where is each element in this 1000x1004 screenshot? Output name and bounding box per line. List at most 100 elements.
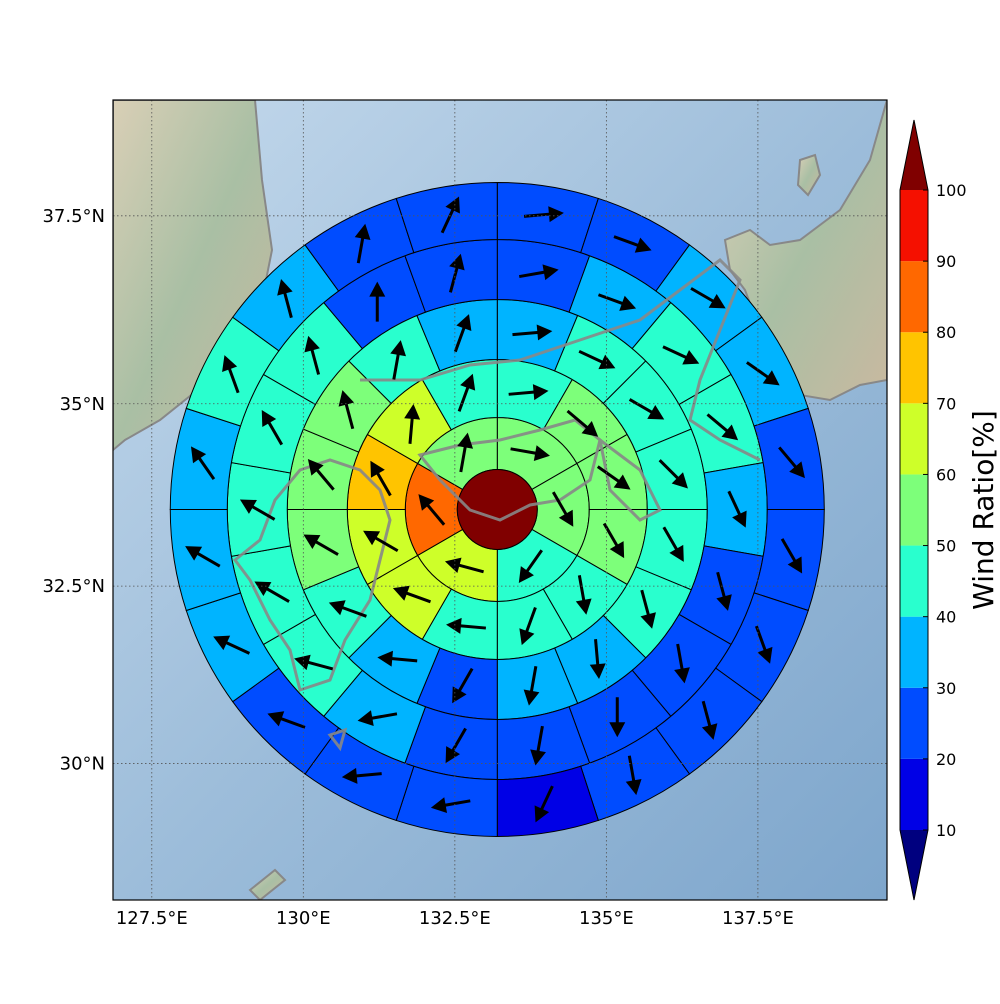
wind-arrow (307, 459, 335, 491)
colorbar-box (900, 687, 928, 759)
wind-arrow (338, 390, 355, 430)
wind-arrow (370, 460, 392, 497)
colorbar-tick-label: 10 (936, 821, 956, 840)
x-tick-label: 137.5°E (722, 908, 794, 929)
wind-arrow (778, 446, 805, 479)
wind-arrow (690, 287, 726, 309)
wind-arrow (519, 607, 537, 646)
colorbar-tick-label: 50 (936, 537, 956, 556)
map-frame (112, 99, 888, 901)
x-tick-label: 135°E (579, 908, 634, 929)
y-tick-label: 37.5°N (42, 206, 105, 227)
wind-arrow (254, 581, 290, 603)
wind-arrow (430, 797, 471, 814)
wind-arrow (523, 206, 564, 223)
grid-cells (169, 181, 825, 837)
colorbar-tick-label: 30 (936, 679, 956, 698)
colorbar-over (900, 120, 928, 190)
wind-arrow (658, 459, 688, 489)
center-cell (456, 468, 538, 550)
wind-arrow (303, 534, 339, 556)
wind-arrow (277, 279, 293, 319)
wind-arrow (452, 667, 474, 704)
colorbar-box (900, 190, 928, 262)
wind-arrow (418, 494, 446, 526)
wind-arrow (596, 465, 631, 490)
wind-arrow (518, 264, 559, 281)
colorbar-tick-label: 80 (936, 323, 956, 342)
wind-arrow (369, 281, 386, 322)
y-tick-label: 30°N (60, 753, 105, 774)
colorbar-tick-label: 100 (936, 181, 967, 200)
colorbar-box (900, 403, 928, 475)
graticule (113, 100, 887, 900)
colorbar-tick-label: 70 (936, 394, 956, 413)
wind-arrow (706, 413, 739, 441)
wind-arrow (716, 571, 732, 611)
wind-arrow (534, 785, 554, 823)
wind-arrow (589, 639, 606, 680)
wind-arrow (404, 403, 421, 444)
wind-arrow (213, 635, 251, 655)
wind-arrow (510, 445, 550, 462)
wind-arrow (530, 725, 546, 766)
x-tick-label: 132.5°E (419, 908, 491, 929)
wind-arrow (190, 446, 216, 480)
colorbar-tick-label: 60 (936, 465, 956, 484)
wind-arrow (508, 384, 549, 401)
colorbar-label: Wind Ratio[%] (967, 410, 1000, 610)
wind-arrow (445, 727, 467, 764)
wind-arrow (662, 526, 684, 562)
wind-arrow (239, 499, 276, 521)
wind-arrow (662, 345, 700, 365)
wind-arrow (267, 711, 306, 729)
wind-arrow (457, 432, 474, 473)
colorbar-under (900, 830, 928, 900)
colorbar-tick-label: 90 (936, 252, 956, 271)
y-tick-label: 32.5°N (42, 576, 105, 597)
wind-arrow (328, 600, 367, 618)
colorbar-box (900, 474, 928, 546)
wind-arrow (453, 314, 472, 353)
wind-arrow (551, 491, 574, 527)
wind-arrow (357, 710, 398, 727)
wind-arrow (625, 755, 642, 796)
wind-arrow (457, 373, 476, 412)
wind-arrow (341, 767, 382, 784)
wind-arrow (448, 253, 465, 293)
wind-arrow (446, 617, 487, 634)
colorbar-box (900, 332, 928, 404)
wind-arrow (745, 361, 780, 386)
wind-arrow (754, 625, 773, 664)
wind-arrow (602, 522, 625, 559)
wind-arrow (613, 235, 652, 253)
axis-ticks: 127.5°E 130°E 132.5°E 135°E 137.5°E 30°N 32.5°… (42, 206, 793, 929)
wind-arrow (185, 546, 221, 568)
wind-arrows (185, 196, 805, 823)
wind-arrow (377, 650, 418, 667)
wind-arrow (440, 196, 460, 234)
colorbar: 10 20 30 40 50 60 70 80 90 100 (899, 119, 967, 901)
wind-arrow (780, 538, 803, 574)
x-tick-label: 130°E (276, 908, 331, 929)
wind-arrow (294, 654, 334, 671)
grid-cell (395, 181, 498, 254)
wind-arrow (566, 409, 599, 437)
wind-arrow (701, 700, 718, 740)
colorbar-tick-label: 20 (936, 750, 956, 769)
x-tick-label: 127.5°E (116, 908, 188, 929)
wind-arrow (390, 340, 407, 380)
colorbar-box (900, 261, 928, 333)
colorbar-box (900, 758, 928, 830)
colorbar-tick-label: 40 (936, 608, 956, 627)
wind-arrow (609, 697, 626, 738)
colorbar-box (900, 545, 928, 617)
wind-arrow (512, 324, 553, 341)
wind-arrow (222, 355, 240, 394)
wind-arrow (518, 549, 543, 583)
wind-arrow (727, 490, 747, 528)
colorbar-box (900, 616, 928, 688)
wind-arrow (640, 589, 656, 629)
